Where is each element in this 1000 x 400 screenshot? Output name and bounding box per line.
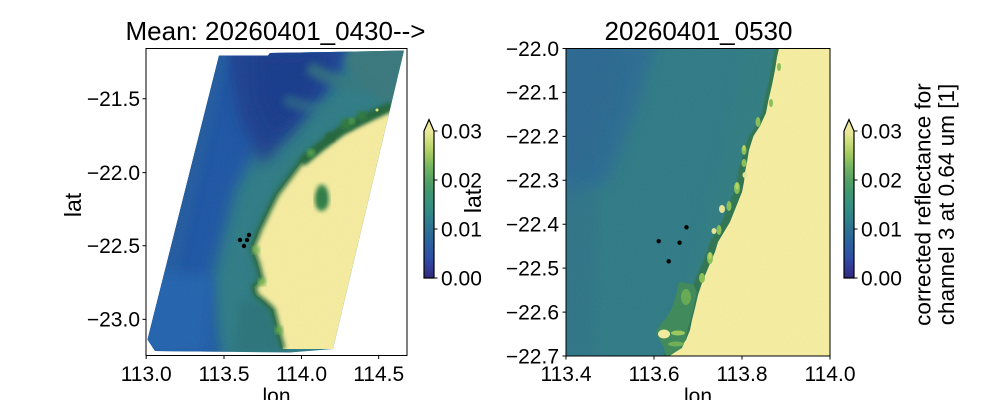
svg-text:−21.5: −21.5 — [87, 88, 140, 111]
svg-text:114.0: 114.0 — [805, 363, 856, 386]
svg-text:0.02: 0.02 — [441, 169, 482, 192]
svg-text:−22.6: −22.6 — [506, 301, 559, 324]
svg-text:0.00: 0.00 — [441, 267, 482, 290]
svg-text:0.01: 0.01 — [861, 218, 902, 241]
svg-text:114.5: 114.5 — [353, 363, 404, 386]
svg-text:113.4: 113.4 — [541, 363, 592, 386]
svg-text:Mean: 20260401_0430-->: Mean: 20260401_0430--> — [126, 16, 426, 46]
svg-text:−22.4: −22.4 — [506, 214, 559, 237]
svg-text:channel 3 at 0.64 um [1]: channel 3 at 0.64 um [1] — [934, 84, 959, 325]
svg-text:113.6: 113.6 — [629, 363, 680, 386]
svg-text:0.00: 0.00 — [861, 267, 902, 290]
svg-text:−22.0: −22.0 — [506, 38, 559, 61]
svg-text:0.03: 0.03 — [861, 120, 902, 143]
svg-text:114.0: 114.0 — [276, 363, 327, 386]
svg-text:0.01: 0.01 — [441, 218, 482, 241]
svg-text:corrected reflectance for: corrected reflectance for — [911, 83, 936, 326]
svg-text:0.03: 0.03 — [441, 120, 482, 143]
svg-text:−22.7: −22.7 — [506, 345, 559, 368]
svg-text:−22.5: −22.5 — [87, 235, 140, 258]
svg-text:lat: lat — [460, 188, 486, 213]
svg-text:lon: lon — [262, 385, 290, 400]
svg-text:−22.5: −22.5 — [506, 257, 559, 280]
svg-text:0.02: 0.02 — [861, 169, 902, 192]
svg-text:−22.3: −22.3 — [506, 170, 559, 193]
svg-text:lon: lon — [684, 385, 712, 400]
svg-text:lat: lat — [60, 192, 86, 217]
svg-text:113.0: 113.0 — [121, 363, 172, 386]
svg-text:−22.2: −22.2 — [506, 126, 559, 149]
svg-text:113.8: 113.8 — [717, 363, 768, 386]
svg-text:−23.0: −23.0 — [87, 309, 140, 332]
svg-text:20260401_0530: 20260401_0530 — [605, 16, 793, 46]
svg-text:113.5: 113.5 — [199, 363, 250, 386]
svg-text:−22.1: −22.1 — [506, 82, 559, 105]
svg-text:−22.0: −22.0 — [87, 162, 140, 185]
